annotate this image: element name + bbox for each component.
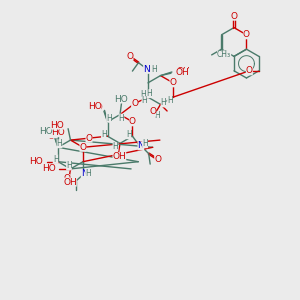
Text: HO: HO bbox=[89, 103, 103, 112]
Text: H: H bbox=[57, 139, 62, 148]
Text: H: H bbox=[85, 169, 91, 178]
Text: O: O bbox=[246, 66, 253, 75]
Text: H: H bbox=[142, 139, 148, 148]
Text: O: O bbox=[80, 143, 86, 152]
Text: OH: OH bbox=[176, 68, 189, 77]
Text: H: H bbox=[53, 128, 58, 137]
Text: O: O bbox=[85, 134, 92, 143]
Text: H: H bbox=[147, 89, 152, 98]
Text: O: O bbox=[131, 99, 138, 108]
Text: H: H bbox=[142, 96, 147, 105]
Text: HO: HO bbox=[88, 102, 101, 111]
Text: HO: HO bbox=[50, 121, 64, 130]
Text: O: O bbox=[169, 78, 176, 87]
Text: H: H bbox=[160, 98, 166, 107]
Text: H: H bbox=[106, 114, 112, 123]
Text: HO: HO bbox=[29, 157, 43, 166]
Text: H: H bbox=[140, 90, 146, 99]
Text: H: H bbox=[152, 65, 158, 74]
Text: HO: HO bbox=[114, 94, 128, 103]
Text: O: O bbox=[47, 132, 54, 141]
Text: H: H bbox=[66, 161, 72, 170]
Text: OH: OH bbox=[63, 178, 77, 187]
Text: H: H bbox=[112, 142, 118, 152]
Text: O: O bbox=[149, 107, 156, 116]
Text: H: H bbox=[53, 155, 58, 164]
Text: O: O bbox=[243, 30, 250, 39]
Text: H: H bbox=[101, 130, 107, 139]
Text: N: N bbox=[137, 141, 144, 150]
Text: HO: HO bbox=[42, 164, 56, 173]
Text: OH: OH bbox=[176, 67, 190, 76]
Text: H: H bbox=[118, 114, 124, 123]
Text: OH: OH bbox=[112, 152, 126, 161]
Text: HO: HO bbox=[39, 127, 52, 136]
Text: H: H bbox=[154, 111, 160, 120]
Text: N: N bbox=[81, 169, 88, 178]
Text: O: O bbox=[230, 12, 238, 21]
Text: HO: HO bbox=[51, 128, 65, 137]
Text: CH₃: CH₃ bbox=[217, 50, 231, 59]
Text: H: H bbox=[167, 96, 173, 105]
Text: O: O bbox=[63, 174, 70, 183]
Text: HO: HO bbox=[44, 129, 57, 138]
Text: H: H bbox=[126, 130, 132, 139]
Text: N: N bbox=[143, 65, 150, 74]
Text: O: O bbox=[154, 155, 161, 164]
Text: O: O bbox=[127, 52, 134, 61]
Text: O: O bbox=[129, 117, 136, 126]
